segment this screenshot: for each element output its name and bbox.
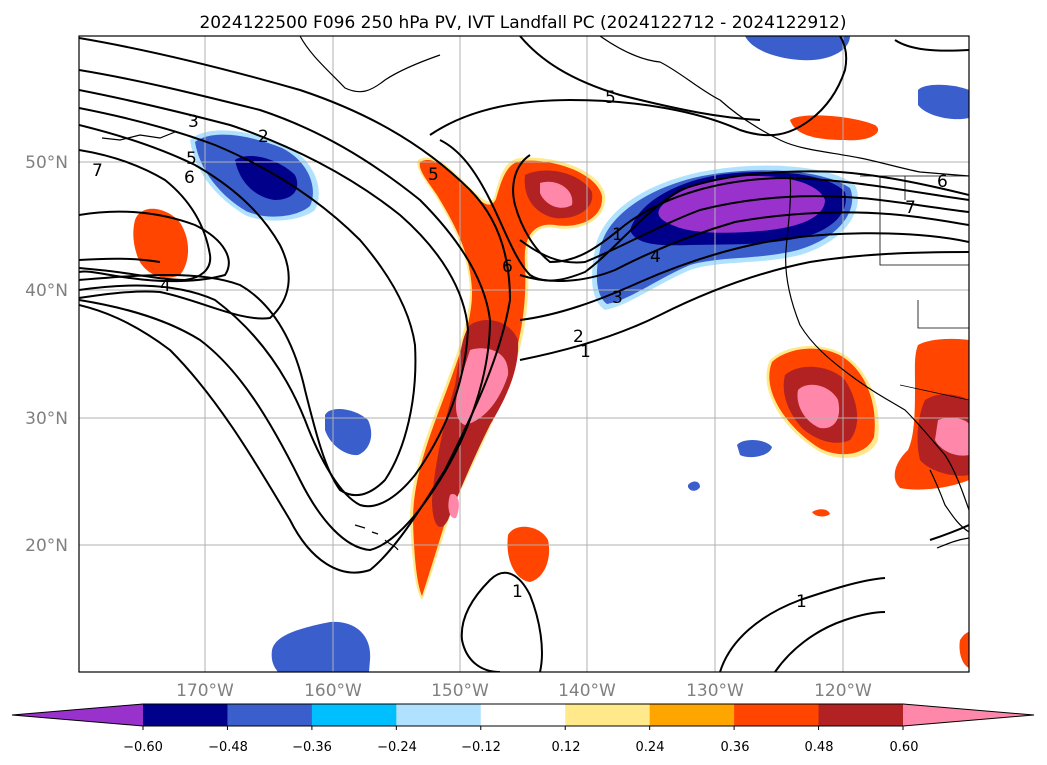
contour-label: 3 [612, 288, 623, 308]
colorbar-tick-label: 0.12 [552, 740, 581, 755]
colorbar-tick-label: −0.36 [292, 740, 332, 755]
ivt-contours [79, 36, 969, 672]
colorbar-tick-label: 0.36 [721, 740, 750, 755]
contour-label: 6 [184, 168, 195, 188]
pv-shading [133, 36, 969, 672]
figure-title: 2024122500 F096 250 hPa PV, IVT Landfall… [199, 13, 846, 33]
lat-label: 40°N [25, 281, 68, 301]
colorbar-bin [734, 704, 820, 726]
contour-label: 2 [258, 127, 269, 147]
contour-label: 5 [605, 88, 616, 108]
colorbar-tick-label: 0.48 [805, 740, 834, 755]
contour-label: 6 [937, 172, 948, 192]
colorbar-tick-label: −0.60 [123, 740, 163, 755]
contour-label: 5 [186, 149, 197, 169]
contour-label: 3 [188, 112, 199, 132]
lon-label: 150°W [431, 681, 489, 701]
contour-label: 4 [160, 276, 171, 296]
colorbar-bin [818, 704, 904, 726]
contour-label: 1 [796, 592, 807, 612]
colorbar-extend-low [12, 704, 143, 726]
lon-label: 140°W [558, 681, 616, 701]
colorbar-tick-label: 0.60 [890, 740, 919, 755]
colorbar-tick-label: −0.12 [461, 740, 501, 755]
colorbar-bin [311, 704, 397, 726]
lon-label: 120°W [814, 681, 872, 701]
map-frame [78, 35, 970, 673]
contour-label: 7 [92, 161, 103, 181]
contour-label: 4 [650, 247, 661, 267]
colorbar-extend-high [903, 704, 1034, 726]
map-panel: 3 2 5 6 7 4 5 6 5 4 3 2 1 1 6 7 1 1 [79, 36, 969, 672]
contour-label: 1 [612, 225, 623, 245]
colorbar-bin [480, 704, 566, 726]
contour-label: 2 [573, 327, 584, 347]
colorbar-bin [565, 704, 651, 726]
contour-label: 6 [502, 257, 513, 277]
contour-label: 7 [905, 198, 916, 218]
lat-label: 50°N [25, 153, 68, 173]
contour-label: 1 [580, 342, 591, 362]
latitude-labels: 50°N 40°N 30°N 20°N [25, 153, 68, 556]
pv-neg-blob-top [745, 36, 850, 61]
contour-labels: 3 2 5 6 7 4 5 6 5 4 3 2 1 1 6 7 1 1 [92, 88, 948, 612]
lat-label: 30°N [25, 409, 68, 429]
colorbar-bin [143, 704, 228, 726]
colorbar-tick-label: −0.48 [208, 740, 248, 755]
lat-label: 20°N [25, 536, 68, 556]
lon-label: 130°W [686, 681, 744, 701]
lon-label: 160°W [304, 681, 362, 701]
colorbar-tick-label: 0.24 [636, 740, 665, 755]
colorbar [11, 703, 1035, 730]
longitude-labels: 170°W 160°W 150°W 140°W 130°W 120°W [176, 681, 872, 701]
colorbar-bin [649, 704, 735, 726]
lon-label: 170°W [176, 681, 234, 701]
colorbar-bin [396, 704, 482, 726]
colorbar-bin [227, 704, 313, 726]
contour-label: 1 [512, 582, 523, 602]
colorbar-tick-label: −0.24 [377, 740, 417, 755]
colorbar-tick-labels: −0.60 −0.48 −0.36 −0.24 −0.12 0.12 0.24 … [123, 740, 918, 755]
coastlines [101, 36, 969, 551]
contour-label: 5 [428, 165, 439, 185]
